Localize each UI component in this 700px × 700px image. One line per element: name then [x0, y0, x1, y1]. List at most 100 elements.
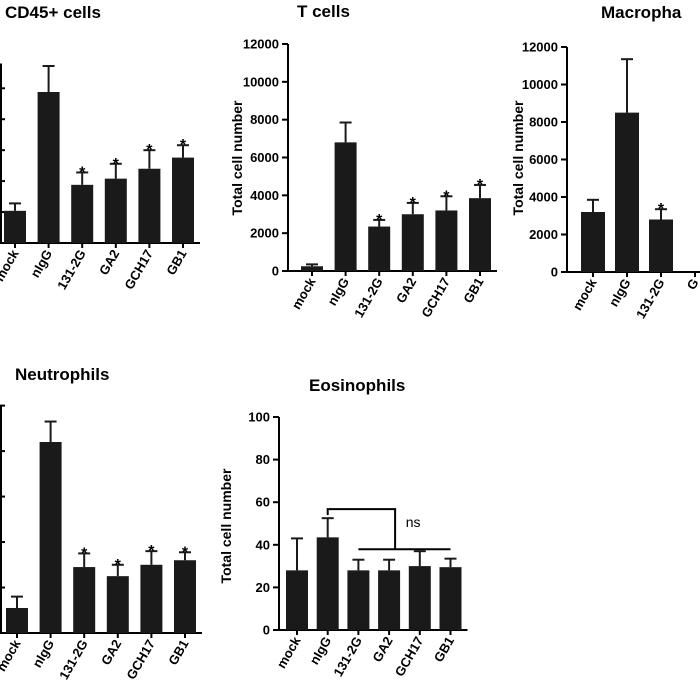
x-tick-label: GCH17: [121, 247, 156, 292]
bar: [401, 214, 424, 271]
y-tick-label: 12000: [243, 37, 279, 52]
bar: [408, 566, 431, 630]
significance-marker: *: [443, 188, 450, 205]
bar: [37, 92, 60, 243]
y-tick-label: 0: [263, 623, 270, 638]
bar: [469, 198, 491, 271]
chart-title: CD45+ cells: [5, 3, 101, 22]
significance-marker: *: [79, 164, 86, 181]
bar: [6, 607, 28, 633]
panel-t-cells: T cells Total cell number 0 2000 4000 6000 8…: [229, 2, 497, 320]
significance-marker: *: [182, 544, 189, 561]
x-tick-label: GA2: [96, 247, 122, 278]
significance-marker: *: [115, 557, 122, 574]
bar: [439, 567, 462, 630]
significance-marker: *: [477, 177, 484, 194]
bar: [73, 567, 96, 633]
y-tick-label: 2000: [250, 226, 279, 241]
significance-marker: *: [180, 137, 187, 154]
x-tick-label: 131-2G: [54, 247, 89, 292]
x-tick-label: nIgG: [324, 275, 352, 308]
x-tick-label: GB1: [460, 275, 486, 306]
y-axis-label: Total cell number: [229, 100, 245, 215]
y-tick-label: 100: [248, 410, 270, 425]
y-tick-label: 2000: [529, 227, 558, 242]
significance-marker: *: [81, 545, 88, 562]
y-tick-label: 60: [256, 495, 270, 510]
x-tick-label: 131-2G: [330, 634, 365, 679]
bar: [4, 210, 26, 243]
x-tick-label: GA2: [369, 634, 395, 665]
y-tick-label: 0: [272, 264, 279, 279]
x-tick-label: nIgG: [29, 637, 57, 670]
bar: [138, 168, 161, 243]
x-tick-label: mock: [570, 275, 600, 313]
bar: [104, 178, 127, 243]
y-tick-label: 40: [256, 537, 270, 552]
bar: [286, 570, 308, 630]
significance-marker: *: [376, 212, 383, 229]
bar: [174, 560, 196, 633]
x-tick-label: 131-2G: [351, 275, 386, 320]
y-tick-label: 12000: [522, 40, 558, 55]
x-tick-label: GCH17: [123, 637, 158, 682]
x-tick-label: nIgG: [606, 276, 634, 309]
significance-marker: *: [146, 142, 153, 159]
y-axis-label: Total cell number: [218, 468, 234, 583]
x-tick-label: mock: [289, 274, 319, 312]
bar: [435, 210, 458, 271]
x-tick-label: 131-2G: [633, 276, 668, 321]
significance-label: ns: [406, 514, 421, 530]
chart-title: T cells: [297, 2, 350, 21]
x-tick-label: mock: [0, 246, 22, 284]
bar: [347, 570, 370, 630]
y-tick-label: 6000: [529, 152, 558, 167]
y-axis-label: Total cell number: [510, 100, 526, 215]
bar: [172, 157, 194, 243]
y-tick-label: 80: [256, 452, 270, 467]
x-tick-label: GA2: [393, 275, 419, 306]
chart-title: Neutrophils: [15, 365, 109, 384]
x-tick-label: mock: [274, 633, 304, 671]
x-tick-label: nIgG: [27, 247, 55, 280]
chart-title: Macropha: [601, 3, 682, 22]
x-tick-label: GA2: [98, 637, 124, 668]
bar: [140, 564, 163, 633]
bar: [615, 112, 639, 272]
bar: [301, 266, 323, 271]
x-tick-label: GCH17: [418, 275, 453, 320]
bar: [581, 212, 605, 272]
bar: [106, 576, 129, 633]
bar: [71, 184, 94, 243]
bar: [39, 442, 62, 633]
y-tick-label: 8000: [250, 112, 279, 127]
y-tick-label: 8000: [529, 115, 558, 130]
bar: [378, 570, 401, 630]
x-tick-label: GCH17: [392, 634, 427, 679]
panel-eosinophils: Eosinophils Total cell number 0 20 40 60 80 1…: [218, 376, 468, 679]
y-tick-label: 10000: [243, 74, 279, 89]
significance-marker: *: [113, 156, 120, 173]
panel-macrophages: Macropha Total cell number 0 2000 4000 6000…: [510, 3, 700, 321]
x-tick-label: GB1: [165, 637, 191, 668]
bar: [316, 537, 339, 630]
significance-marker: *: [148, 543, 155, 560]
x-tick-label: 131-2G: [56, 637, 91, 682]
significance-marker: *: [410, 195, 417, 212]
chart-title: Eosinophils: [309, 376, 405, 395]
x-tick-label: nIgG: [307, 634, 335, 667]
x-tick-label: G: [684, 276, 700, 292]
significance-marker: *: [658, 201, 665, 218]
y-tick-label: 6000: [250, 150, 279, 165]
bar: [334, 142, 357, 271]
bar: [368, 226, 391, 271]
y-tick-label: 20: [256, 580, 270, 595]
y-tick-label: 10000: [522, 77, 558, 92]
x-tick-label: GB1: [431, 634, 457, 665]
y-tick-label: 4000: [250, 188, 279, 203]
significance-bracket: [326, 508, 397, 550]
y-tick-label: 4000: [529, 190, 558, 205]
